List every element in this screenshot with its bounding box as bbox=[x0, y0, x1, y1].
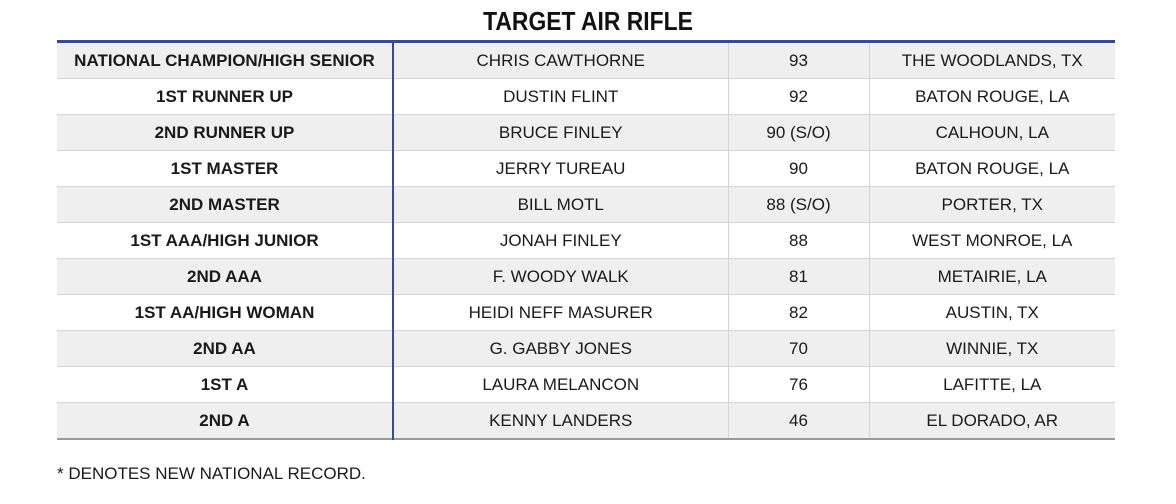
table-row: 1ST RUNNER UP DUSTIN FLINT 92 BATON ROUG… bbox=[57, 78, 1115, 115]
award-cell: 2ND AAA bbox=[57, 258, 394, 295]
score-cell: 70 bbox=[728, 330, 870, 367]
name-cell: JONAH FINLEY bbox=[393, 222, 729, 259]
award-cell: 1ST A bbox=[57, 366, 394, 403]
table-row: 2ND AA G. GABBY JONES 70 WINNIE, TX bbox=[57, 330, 1115, 367]
footnote: * DENOTES NEW NATIONAL RECORD. bbox=[57, 464, 366, 483]
name-cell: CHRIS CAWTHORNE bbox=[393, 41, 729, 79]
hometown-cell: CALHOUN, LA bbox=[869, 114, 1115, 151]
name-cell: BRUCE FINLEY bbox=[393, 114, 729, 151]
table-row: 1ST MASTER JERRY TUREAU 90 BATON ROUGE, … bbox=[57, 150, 1115, 187]
hometown-cell: AUSTIN, TX bbox=[869, 294, 1115, 331]
name-cell: KENNY LANDERS bbox=[393, 402, 729, 439]
hometown-cell: BATON ROUGE, LA bbox=[869, 150, 1115, 187]
hometown-cell: EL DORADO, AR bbox=[926, 410, 1059, 430]
award-cell: NATIONAL CHAMPION/HIGH SENIOR bbox=[57, 41, 394, 79]
table-row: 2ND RUNNER UP BRUCE FINLEY 90 (S/O) CALH… bbox=[57, 114, 1115, 151]
hometown-cell: METAIRIE, LA bbox=[869, 258, 1115, 295]
award-cell: 1ST AA/HIGH WOMAN bbox=[57, 294, 394, 331]
score-cell: 46 bbox=[728, 402, 870, 439]
score-cell: 81 bbox=[728, 258, 870, 295]
name-cell: JERRY TUREAU bbox=[393, 150, 729, 187]
hometown-cell: LAFITTE, LA bbox=[869, 366, 1115, 403]
hometown-cell: THE WOODLANDS, TX bbox=[869, 41, 1115, 79]
results-table-body: NATIONAL CHAMPION/HIGH SENIOR CHRIS CAWT… bbox=[57, 41, 1115, 439]
name-cell: LAURA MELANCON bbox=[393, 366, 729, 403]
score-cell: 93 bbox=[728, 41, 870, 79]
page-title: TARGET AIR RIFLE bbox=[483, 6, 693, 36]
hometown-cell: WEST MONROE, LA bbox=[869, 222, 1115, 259]
table-row: 1ST AA/HIGH WOMAN HEIDI NEFF MASURER 82 … bbox=[57, 294, 1115, 331]
table-row: NATIONAL CHAMPION/HIGH SENIOR CHRIS CAWT… bbox=[57, 41, 1115, 79]
award-cell: 1ST AAA/HIGH JUNIOR bbox=[57, 222, 394, 259]
hometown-cell: WINNIE, TX bbox=[869, 330, 1115, 367]
score-cell: 92 bbox=[728, 78, 870, 115]
award-cell: 1ST RUNNER UP bbox=[57, 78, 394, 115]
score-cell: 88 bbox=[728, 222, 870, 259]
hometown-cell: PORTER, TX bbox=[869, 186, 1115, 223]
score-cell: 90 bbox=[728, 150, 870, 187]
score-cell: 82 bbox=[728, 294, 870, 331]
score-cell: 88 (S/O) bbox=[728, 186, 870, 223]
table-row: 2ND A KENNY LANDERS 46 EL DORADO, AR bbox=[57, 402, 1115, 439]
award-cell: 2ND A bbox=[57, 402, 394, 439]
results-table: NATIONAL CHAMPION/HIGH SENIOR CHRIS CAWT… bbox=[57, 40, 1115, 440]
score-cell: 90 (S/O) bbox=[728, 114, 870, 151]
table-row: 1ST AAA/HIGH JUNIOR JONAH FINLEY 88 WEST… bbox=[57, 222, 1115, 259]
name-cell: G. GABBY JONES bbox=[393, 330, 729, 367]
score-cell: 76 bbox=[728, 366, 870, 403]
hometown-cell: BATON ROUGE, LA bbox=[869, 78, 1115, 115]
table-row: 2ND MASTER BILL MOTL 88 (S/O) PORTER, TX bbox=[57, 186, 1115, 223]
award-cell: 2ND MASTER bbox=[57, 186, 394, 223]
name-cell: HEIDI NEFF MASURER bbox=[393, 294, 729, 331]
award-cell: 1ST MASTER bbox=[57, 150, 394, 187]
award-cell: 2ND AA bbox=[57, 330, 394, 367]
name-cell: BILL MOTL bbox=[393, 186, 729, 223]
name-cell: DUSTIN FLINT bbox=[393, 78, 729, 115]
name-cell: F. WOODY WALK bbox=[393, 258, 729, 295]
table-row: 2ND AAA F. WOODY WALK 81 METAIRIE, LA bbox=[57, 258, 1115, 295]
award-cell: 2ND RUNNER UP bbox=[57, 114, 394, 151]
table-row: 1ST A LAURA MELANCON 76 LAFITTE, LA bbox=[57, 366, 1115, 403]
